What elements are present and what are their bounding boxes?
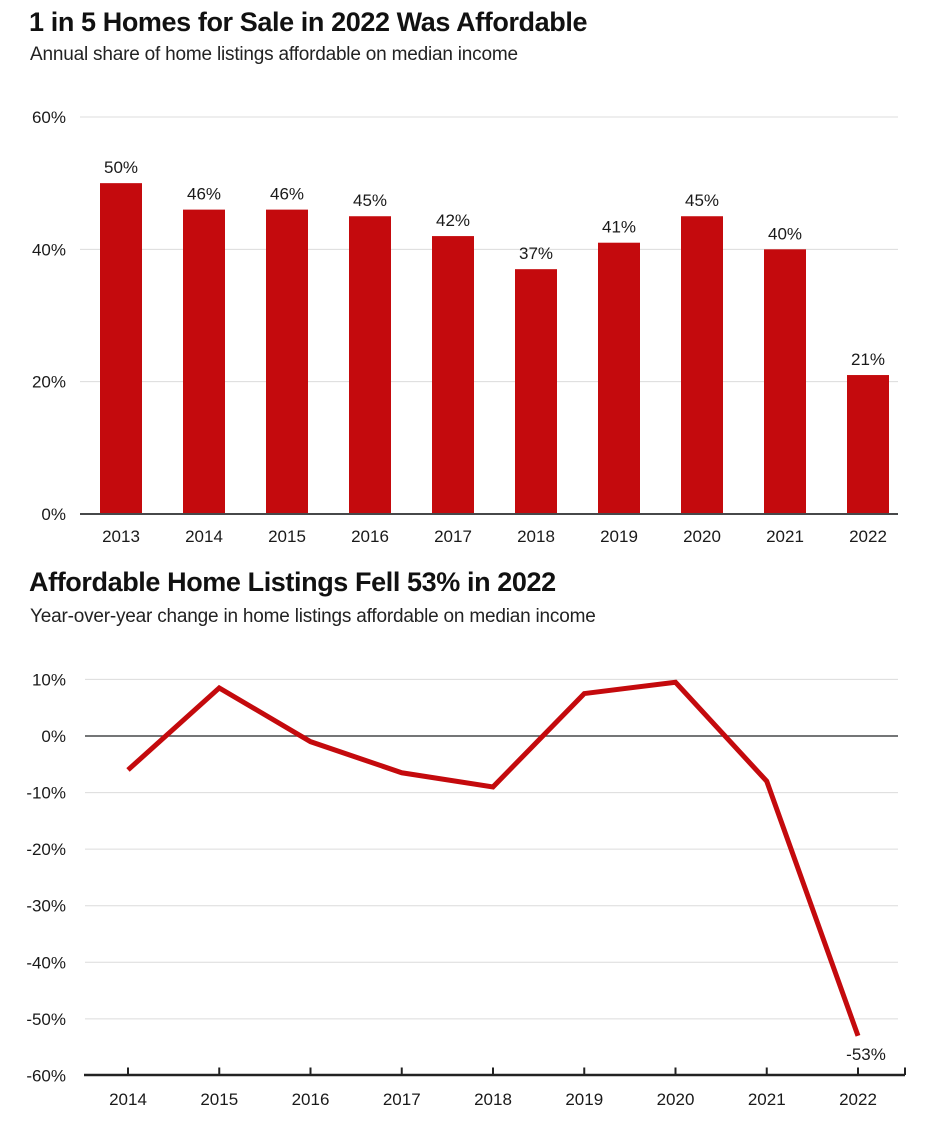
bar xyxy=(764,249,806,514)
bar-chart-subtitle: Annual share of home listings affordable… xyxy=(30,44,518,65)
x-tick-label: 2014 xyxy=(185,527,223,546)
y-tick-label: 0% xyxy=(41,727,66,746)
bar-chart: 50% 2013 46% 2014 46% 2015 45% 2016 42% 2017 37% 20… xyxy=(32,108,898,546)
bar xyxy=(100,183,142,514)
y-tick-label: 10% xyxy=(32,670,66,689)
line-chart-subtitle: Year-over-year change in home listings a… xyxy=(30,606,596,627)
bar xyxy=(349,216,391,515)
bar-value-label: 37% xyxy=(519,244,553,263)
x-tick-label: 2017 xyxy=(434,527,472,546)
x-tick-label: 2021 xyxy=(748,1090,786,1109)
bar xyxy=(681,216,723,515)
x-tick-label: 2018 xyxy=(517,527,555,546)
y-tick-label: 60% xyxy=(32,108,66,127)
x-tick-label: 2015 xyxy=(200,1090,238,1109)
x-tick-label: 2013 xyxy=(102,527,140,546)
x-tick-label: 2019 xyxy=(600,527,638,546)
y-tick-label: 0% xyxy=(41,505,66,524)
x-tick-label: 2017 xyxy=(383,1090,421,1109)
bar-value-label: 45% xyxy=(353,191,387,210)
line-chart-title: Affordable Home Listings Fell 53% in 202… xyxy=(29,567,556,597)
bar-value-label: 50% xyxy=(104,158,138,177)
bar-value-label: 21% xyxy=(851,350,885,369)
bar-value-label: 40% xyxy=(768,224,802,243)
y-tick-label: 20% xyxy=(32,373,66,392)
bar xyxy=(847,375,889,514)
x-tick-label: 2022 xyxy=(849,527,887,546)
x-tick-label: 2015 xyxy=(268,527,306,546)
annotation-label: -53% xyxy=(846,1045,886,1064)
x-tick-label: 2020 xyxy=(657,1090,695,1109)
bar-value-label: 41% xyxy=(602,218,636,237)
x-tick-label: 2016 xyxy=(292,1090,330,1109)
bar-value-label: 45% xyxy=(685,191,719,210)
x-tick-label: 2020 xyxy=(683,527,721,546)
bar-value-label: 46% xyxy=(270,185,304,204)
x-tick-label: 2016 xyxy=(351,527,389,546)
bar xyxy=(432,236,474,514)
trend-line xyxy=(126,679,861,1037)
bar xyxy=(266,209,308,515)
y-tick-label: -30% xyxy=(26,897,66,916)
bar-chart-title: 1 in 5 Homes for Sale in 2022 Was Afford… xyxy=(29,7,588,37)
bar xyxy=(598,242,640,514)
bar-value-label: 42% xyxy=(436,211,470,230)
x-tick-label: 2022 xyxy=(839,1090,877,1109)
y-tick-label: -40% xyxy=(26,953,66,972)
y-tick-label: -10% xyxy=(26,784,66,803)
y-tick-label: -60% xyxy=(26,1066,66,1085)
y-tick-label: -50% xyxy=(26,1010,66,1029)
line-chart: 10% 0% -10% -20% -30% -40% -50% -60% 2014 2015 201… xyxy=(26,670,906,1109)
x-tick-label: 2014 xyxy=(109,1090,147,1109)
bar xyxy=(515,269,557,514)
x-tick-label: 2018 xyxy=(474,1090,512,1109)
bar xyxy=(183,209,225,515)
y-tick-label: 40% xyxy=(32,240,66,259)
bar-value-label: 46% xyxy=(187,185,221,204)
x-tick-label: 2019 xyxy=(565,1090,603,1109)
y-tick-label: -20% xyxy=(26,840,66,859)
x-tick-label: 2021 xyxy=(766,527,804,546)
